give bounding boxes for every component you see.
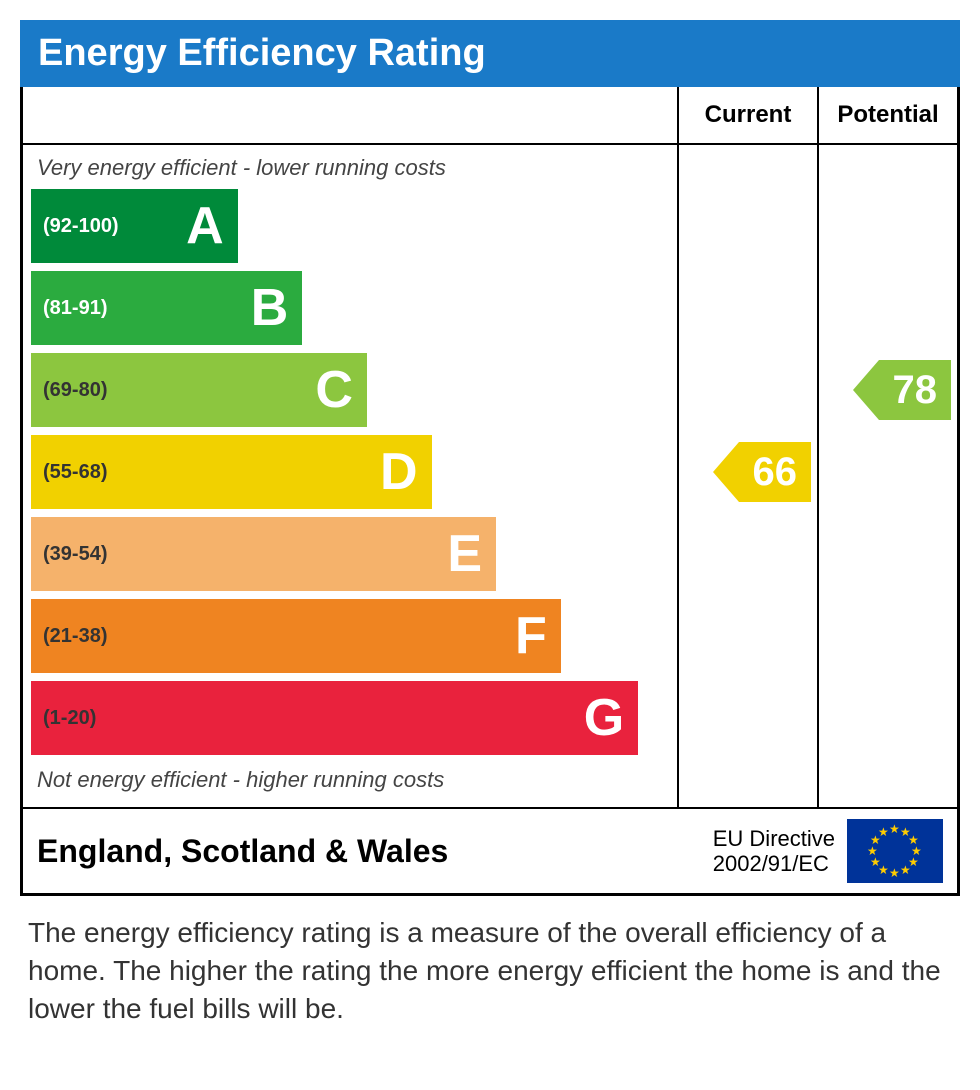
header-potential: Potential [817, 87, 957, 143]
rating-band-e: (39-54) E [31, 517, 496, 591]
band-letter: E [447, 524, 496, 584]
rating-band-f: (21-38) F [31, 599, 561, 673]
directive-line1: EU Directive [713, 826, 835, 851]
bottom-efficiency-note: Not energy efficient - higher running co… [31, 763, 677, 801]
rating-band-d: (55-68) D [31, 435, 432, 509]
eu-star-icon: ★ [889, 822, 900, 836]
bars-area: Very energy efficient - lower running co… [23, 145, 677, 807]
eu-flag-icon: ★★★★★★★★★★★★ [847, 819, 943, 883]
band-letter: G [584, 688, 638, 748]
title-bar: Energy Efficiency Rating [20, 20, 960, 87]
header-current: Current [677, 87, 817, 143]
band-range: (1-20) [31, 707, 96, 730]
region-label: England, Scotland & Wales [37, 833, 701, 870]
pointer-arrow-icon [853, 360, 879, 420]
current-rating-pointer: 66 [713, 442, 812, 502]
band-letter: D [380, 442, 432, 502]
band-range: (69-80) [31, 379, 107, 402]
band-letter: F [515, 606, 561, 666]
band-letter: C [315, 360, 367, 420]
rating-band-c: (69-80) C [31, 353, 367, 427]
band-range: (92-100) [31, 215, 119, 238]
body-row: Very energy efficient - lower running co… [23, 145, 957, 807]
current-rating-value: 66 [739, 442, 812, 502]
eu-star-icon: ★ [900, 863, 911, 877]
band-range: (21-38) [31, 625, 107, 648]
directive-line2: 2002/91/EC [713, 851, 835, 876]
eu-star-icon: ★ [878, 825, 889, 839]
rating-band-a: (92-100) A [31, 189, 238, 263]
top-efficiency-note: Very energy efficient - lower running co… [31, 151, 677, 189]
chart-box: Current Potential Very energy efficient … [20, 87, 960, 896]
footer-row: England, Scotland & Wales EU Directive 2… [23, 807, 957, 893]
band-range: (81-91) [31, 297, 107, 320]
eu-star-icon: ★ [889, 866, 900, 880]
rating-band-b: (81-91) B [31, 271, 302, 345]
band-range: (39-54) [31, 543, 107, 566]
epc-chart: Energy Efficiency Rating Current Potenti… [0, 0, 980, 1047]
potential-rating-value: 78 [879, 360, 952, 420]
eu-directive-label: EU Directive 2002/91/EC [713, 826, 835, 877]
potential-rating-pointer: 78 [853, 360, 952, 420]
band-range: (55-68) [31, 461, 107, 484]
current-column: 66 [677, 145, 817, 807]
pointer-arrow-icon [713, 442, 739, 502]
header-spacer [23, 87, 677, 143]
potential-column: 78 [817, 145, 957, 807]
caption-text: The energy efficiency rating is a measur… [20, 896, 960, 1027]
header-row: Current Potential [23, 87, 957, 145]
rating-band-g: (1-20) G [31, 681, 638, 755]
band-letter: B [251, 278, 303, 338]
band-letter: A [186, 196, 238, 256]
